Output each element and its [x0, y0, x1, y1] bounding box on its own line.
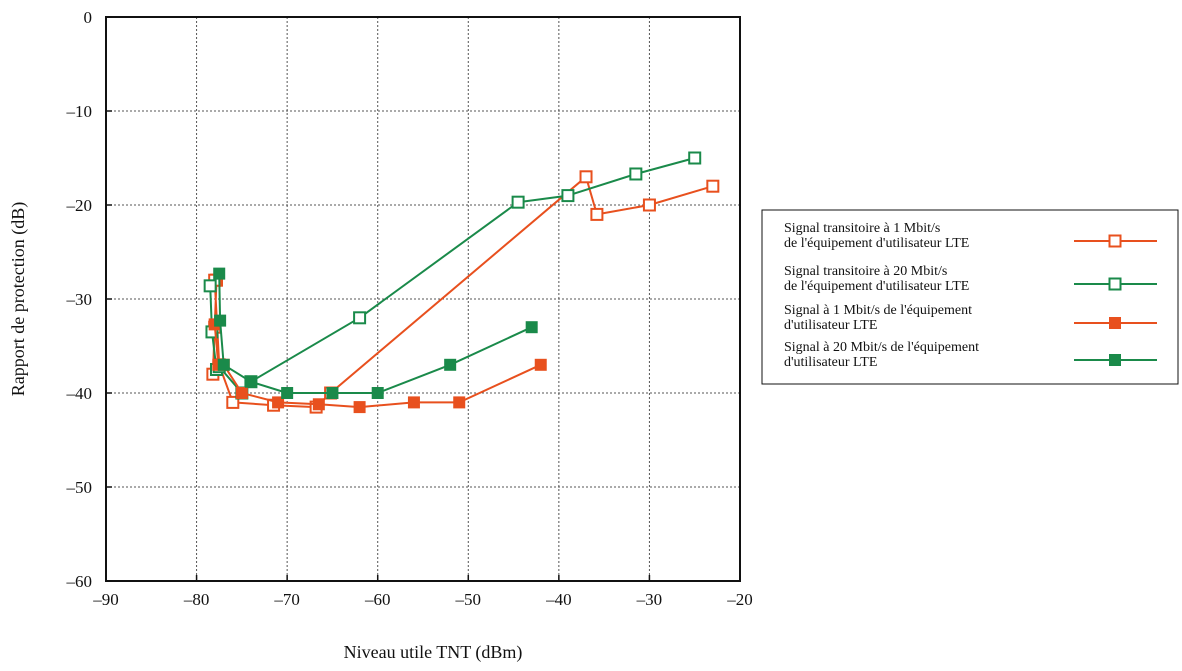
series-layer — [203, 151, 720, 414]
data-point — [525, 321, 538, 334]
x-axis-title: Niveau utile TNT (dBm) — [344, 642, 523, 663]
data-point — [642, 198, 656, 212]
data-point — [353, 311, 367, 325]
data-point — [453, 396, 466, 409]
y-tick-label: –50 — [66, 478, 93, 497]
series-line — [211, 175, 714, 409]
y-axis-title: Rapport de protection (dB) — [8, 202, 29, 396]
y-tick-label: –40 — [66, 384, 93, 403]
legend-label: Signal transitoire à 20 Mbit/s — [784, 264, 947, 279]
grid — [106, 17, 740, 581]
data-point — [203, 279, 217, 293]
data-point — [579, 170, 593, 184]
data-point — [407, 396, 420, 409]
x-tick-label: –50 — [455, 590, 482, 609]
legend-marker — [1108, 234, 1122, 248]
x-tick-label: –20 — [726, 590, 753, 609]
axis-ticks: –90 –80 –70 –60 –50 –40 –30 –20 0 –10 –20 –30 –40 –50… — [66, 8, 753, 609]
series-1 — [206, 170, 720, 414]
data-point — [244, 375, 257, 388]
legend-entry: Signal à 20 Mbit/s de l'équipementd'util… — [784, 340, 1157, 370]
x-tick-label: –80 — [183, 590, 210, 609]
data-point — [281, 387, 294, 399]
y-tick-label: –10 — [66, 102, 93, 121]
data-point — [590, 207, 604, 221]
y-tick-label: –30 — [66, 290, 93, 309]
series-line — [209, 157, 695, 394]
data-point — [213, 267, 226, 280]
legend-label: Signal transitoire à 1 Mbit/s — [784, 221, 940, 236]
legend-label: d'utilisateur LTE — [784, 355, 877, 370]
legend-label: de l'équipement d'utilisateur LTE — [784, 279, 969, 294]
legend-marker — [1109, 354, 1121, 366]
data-point — [629, 167, 643, 181]
legend-label: Signal à 1 Mbit/s de l'équipement — [784, 303, 972, 318]
data-point — [217, 358, 230, 371]
data-point — [353, 401, 366, 414]
data-point — [706, 179, 720, 193]
data-point — [371, 387, 384, 399]
legend-marker — [1108, 277, 1122, 291]
data-point — [272, 396, 285, 409]
y-tick-label: –20 — [66, 196, 93, 215]
legend-label: Signal à 20 Mbit/s de l'équipement — [784, 340, 979, 355]
legend-label: d'utilisateur LTE — [784, 318, 877, 333]
data-point — [235, 387, 248, 399]
legend-entry: Signal transitoire à 20 Mbit/sde l'équip… — [784, 264, 1157, 294]
data-point — [444, 358, 457, 371]
legend-marker — [1109, 317, 1121, 329]
data-point — [561, 189, 575, 203]
x-tick-label: –40 — [545, 590, 572, 609]
legend-label: de l'équipement d'utilisateur LTE — [784, 236, 969, 251]
legend-entry: Signal à 1 Mbit/s de l'équipementd'utili… — [784, 303, 1157, 333]
series-4 — [213, 267, 538, 399]
series-line — [218, 273, 533, 394]
legend-entry: Signal transitoire à 1 Mbit/sde l'équipe… — [784, 221, 1157, 251]
x-tick-label: –90 — [92, 590, 119, 609]
data-point — [214, 314, 227, 327]
x-tick-label: –30 — [636, 590, 663, 609]
y-tick-label: –60 — [66, 572, 93, 591]
y-tick-label: 0 — [84, 8, 93, 27]
data-point — [511, 195, 525, 209]
data-point — [688, 151, 702, 165]
data-point — [312, 398, 325, 411]
x-tick-label: –70 — [273, 590, 300, 609]
x-tick-label: –60 — [364, 590, 391, 609]
data-point — [326, 387, 339, 399]
data-point — [534, 358, 547, 371]
legend: Signal transitoire à 1 Mbit/sde l'équipe… — [761, 209, 1179, 385]
data-point — [226, 395, 240, 409]
